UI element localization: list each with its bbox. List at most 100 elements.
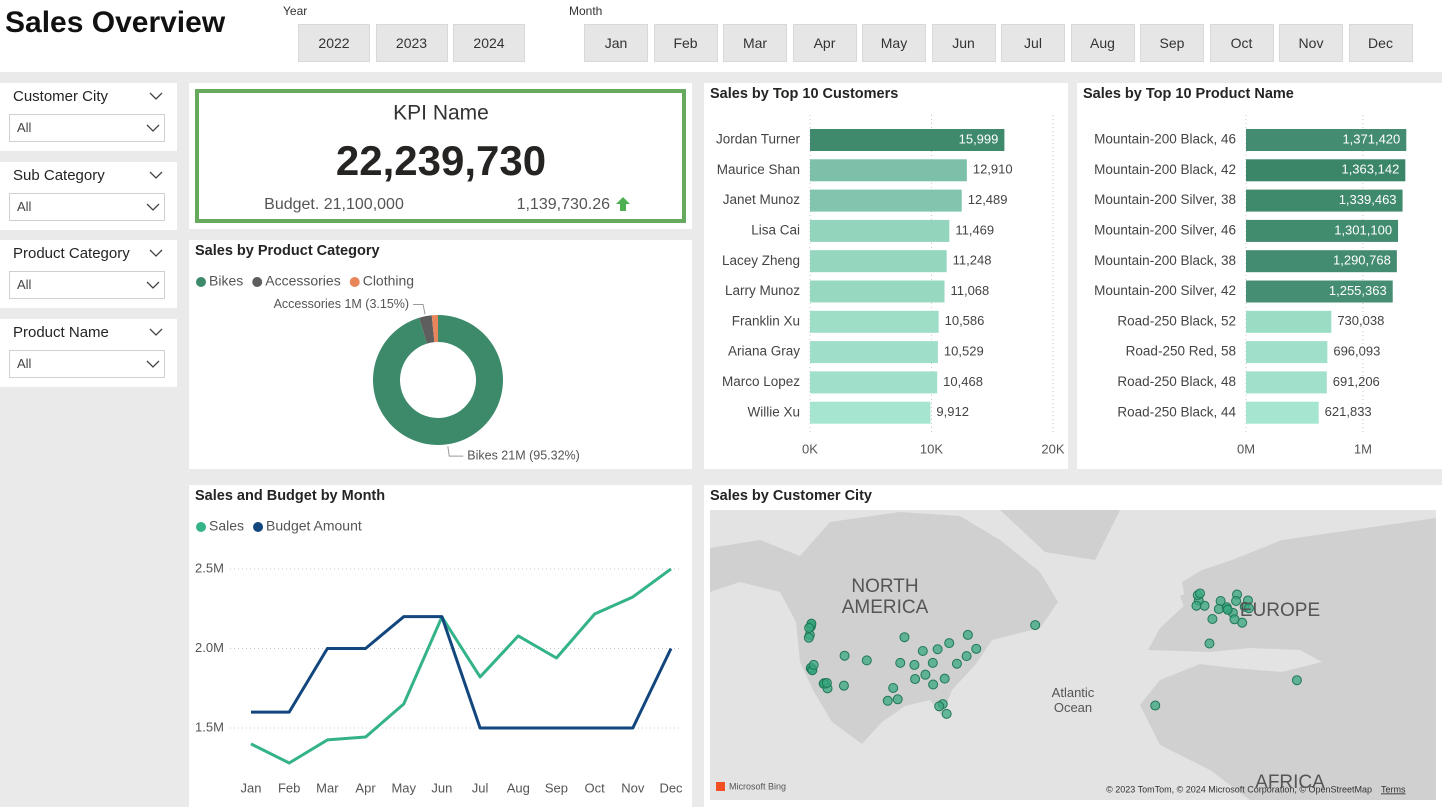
bar	[810, 250, 947, 273]
map-bubble	[928, 679, 939, 690]
data-label: 1,363,142	[1341, 162, 1399, 177]
map-bubble	[1222, 604, 1233, 615]
chevron	[149, 249, 163, 258]
map-bubble	[1204, 638, 1215, 649]
data-label: 691,206	[1333, 374, 1380, 389]
y-tick-label: Larry Munoz	[725, 283, 800, 298]
filter-dropdown[interactable]: All	[9, 192, 165, 221]
legend-marker	[196, 522, 206, 532]
month-button[interactable]: Sep	[1140, 24, 1204, 62]
leader-line	[447, 446, 464, 457]
month-button[interactable]: Jul	[1001, 24, 1065, 62]
bar	[810, 280, 945, 303]
x-tick-label: Oct	[585, 780, 606, 795]
bar	[1246, 310, 1332, 333]
y-tick-label: Maurice Shan	[717, 162, 800, 177]
y-tick-label: Mountain-200 Silver, 46	[1094, 222, 1236, 237]
map-bubble	[962, 629, 973, 640]
bar	[1246, 159, 1406, 182]
legend-label: Clothing	[363, 273, 414, 289]
bar	[810, 371, 938, 394]
map-bubble	[971, 643, 982, 654]
donut-slice	[373, 315, 504, 445]
map-bubble	[803, 632, 814, 643]
month-button[interactable]: Mar	[723, 24, 787, 62]
filter-dropdown[interactable]: All	[9, 271, 165, 300]
x-tick-label: Nov	[621, 780, 645, 795]
map-bubble	[892, 694, 903, 705]
year-button[interactable]: 2022	[298, 24, 370, 62]
y-tick-label: Road-250 Black, 52	[1117, 313, 1236, 328]
land	[710, 512, 1058, 744]
y-tick-label: Ariana Gray	[728, 344, 800, 359]
month-button[interactable]: Dec	[1348, 24, 1413, 62]
bar	[810, 159, 967, 182]
filter-label: Product Category	[13, 245, 130, 263]
map-bubble	[927, 657, 938, 668]
map-bubble	[1207, 613, 1218, 624]
x-tick-label: 10K	[920, 441, 943, 456]
year-label: Year	[283, 4, 308, 18]
x-tick-label: Jan	[241, 780, 262, 795]
kpi-card	[189, 83, 692, 229]
month-button[interactable]: Jun	[931, 24, 996, 62]
chevron-line	[146, 281, 160, 290]
x-tick-label: May	[391, 780, 416, 795]
map-bubble	[1150, 700, 1161, 711]
chevron-line	[146, 360, 160, 369]
kpi-variance: 1,139,730.26	[517, 196, 611, 213]
map-base	[710, 510, 1436, 800]
bar	[810, 189, 962, 212]
map-bubble	[821, 677, 832, 688]
y-tick-label: Mountain-200 Black, 42	[1094, 162, 1236, 177]
year-button[interactable]: 2023	[375, 24, 448, 62]
month-button[interactable]: Feb	[653, 24, 718, 62]
month-button[interactable]: Oct	[1209, 24, 1274, 62]
map-bubble	[899, 632, 910, 643]
filter-dropdown[interactable]: All	[9, 350, 165, 379]
data-label: 11,469	[955, 222, 994, 237]
map-bubble	[1229, 614, 1240, 625]
month-button[interactable]: Aug	[1070, 24, 1135, 62]
year-button[interactable]: 2024	[453, 24, 525, 62]
donut-slice	[419, 315, 435, 344]
chart-title: Sales by Top 10 Customers	[710, 86, 898, 102]
map-bubble	[910, 674, 921, 685]
card	[189, 485, 692, 807]
map-bubble	[939, 673, 950, 684]
page-title: Sales Overview	[5, 6, 226, 39]
legend-marker	[252, 277, 263, 287]
line-series	[250, 567, 672, 765]
month-button[interactable]: Apr	[792, 24, 857, 62]
chevron	[149, 328, 163, 337]
month-button[interactable]: Nov	[1279, 24, 1343, 62]
chevron-line	[149, 328, 163, 337]
land	[1000, 510, 1120, 560]
map-bubble	[838, 680, 849, 691]
map-bubble	[932, 644, 943, 655]
y-tick-label: Road-250 Black, 48	[1117, 374, 1236, 389]
map-bubble	[917, 645, 928, 656]
y-tick-label: Lacey Zheng	[722, 253, 800, 268]
data-label: 12,910	[973, 162, 1013, 177]
bing-logo-icon	[716, 782, 725, 791]
data-label: 11,068	[950, 283, 989, 298]
month-button[interactable]: Jan	[584, 24, 648, 62]
map-bubble	[1030, 620, 1041, 631]
bing-logo: Microsoft Bing	[729, 781, 786, 791]
map-bubble	[804, 622, 815, 633]
data-label: 10,586	[945, 313, 985, 328]
bar	[1246, 341, 1328, 364]
bar	[810, 310, 939, 333]
data-label: 1,290,768	[1333, 253, 1391, 268]
chevron	[149, 92, 163, 100]
y-tick-label: Franklin Xu	[732, 313, 800, 328]
kpi-budget: Budget. 21,100,000	[264, 196, 404, 213]
map-attribution: © 2023 TomTom, © 2024 Microsoft Corporat…	[1106, 784, 1372, 794]
line-series	[251, 615, 673, 730]
filter-dropdown[interactable]: All	[9, 114, 165, 142]
month-button[interactable]: May	[862, 24, 926, 62]
map-bubble	[941, 708, 952, 719]
